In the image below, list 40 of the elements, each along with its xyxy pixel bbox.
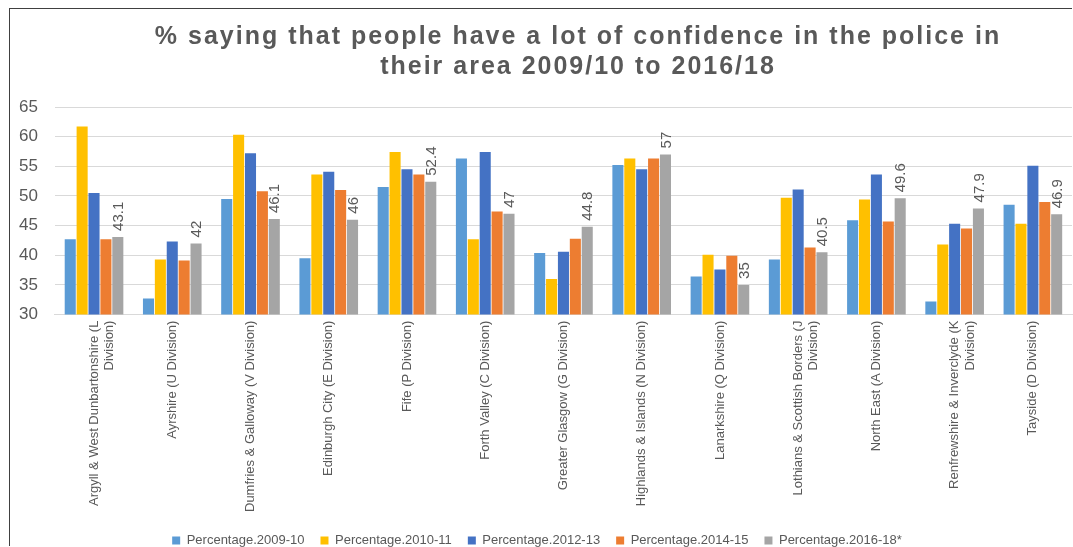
data-label: 52.4 (421, 146, 439, 176)
x-tick-label: Lothians & Scottish Borders (J Division) (789, 320, 821, 496)
data-label: 40.5 (813, 217, 831, 247)
legend-label: Percentage.2016-18* (778, 532, 902, 547)
data-label: 35 (734, 262, 752, 279)
legend-label: Percentage.2014-15 (630, 532, 749, 547)
data-label: 42 (187, 220, 205, 238)
x-tick-label: North East (A Division) (867, 320, 883, 452)
legend-label: Percentage.2010-11 (334, 532, 452, 547)
x-tick-label: Renfrewshire & Inverclyde (K Division) (946, 320, 977, 489)
x-tick-label: Lanarkshire (Q Division) (711, 320, 727, 460)
data-label: 47.9 (969, 173, 987, 203)
data-label: 44.8 (578, 191, 596, 221)
x-tick-label: Argyll & West Dunbartonshire (L Division) (85, 320, 117, 507)
data-label: 43.1 (108, 201, 126, 231)
x-tick-label: Dumfries & Galloway (V Division) (242, 320, 258, 512)
y-tick-label: 30 (18, 304, 38, 324)
x-tick-label: Ayrshire (U Division) (163, 320, 179, 439)
y-tick-label: 65 (18, 96, 38, 116)
data-label: 49.6 (891, 163, 909, 193)
y-tick-label: 35 (18, 274, 38, 294)
x-tick-label: Highlands & Islands (N Division) (633, 320, 649, 507)
x-tick-label: Tayside (D Division) (1024, 320, 1040, 436)
y-tick-label: 50 (18, 185, 38, 205)
y-tick-label: 55 (18, 155, 38, 175)
y-tick-label: 60 (18, 126, 38, 146)
x-tick-label: Edinburgh City (E Division) (320, 320, 336, 476)
data-label: 47 (500, 191, 518, 208)
data-label: 46.1 (265, 183, 283, 214)
y-tick-label: 45 (18, 215, 38, 235)
x-tick-label: Greater Glasgow (G Division) (555, 320, 571, 491)
chart-title: % saying that people have a lot of confidence in the police in their area 2009/10 to 2016/18 (153, 20, 1003, 80)
y-tick-label: 40 (18, 244, 38, 264)
data-label: 46 (343, 196, 361, 214)
legend-label: Percentage.2012-13 (482, 532, 601, 547)
x-tick-label: Fife (P Division) (398, 320, 414, 413)
data-label: 57 (656, 131, 674, 149)
legend-label: Percentage.2009-10 (186, 532, 305, 547)
data-label: 46.9 (1047, 179, 1065, 209)
x-tick-label: Forth Valley (C Division) (476, 320, 492, 460)
